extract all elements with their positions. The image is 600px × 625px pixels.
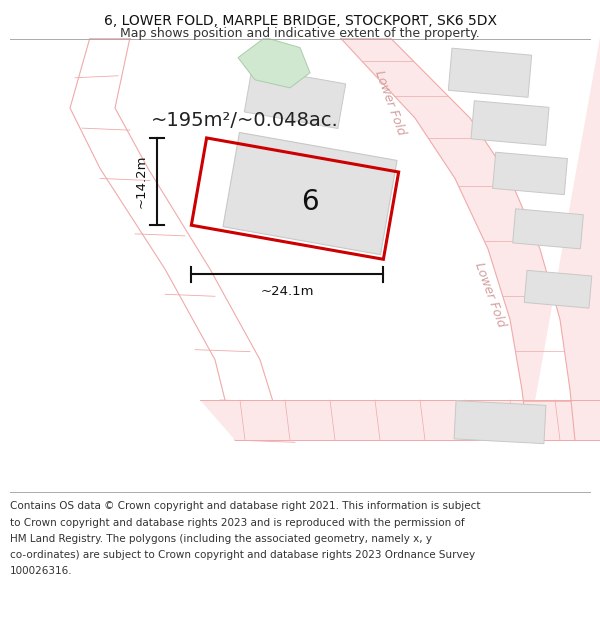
Polygon shape: [340, 38, 600, 440]
Text: ~24.1m: ~24.1m: [260, 284, 314, 298]
Polygon shape: [448, 48, 532, 98]
Polygon shape: [512, 209, 583, 249]
Text: to Crown copyright and database rights 2023 and is reproduced with the permissio: to Crown copyright and database rights 2…: [10, 518, 465, 528]
Polygon shape: [524, 271, 592, 308]
Text: Lower Fold: Lower Fold: [472, 260, 508, 329]
Text: 6: 6: [301, 188, 319, 216]
Polygon shape: [454, 401, 546, 444]
Text: Map shows position and indicative extent of the property.: Map shows position and indicative extent…: [120, 27, 480, 40]
Polygon shape: [244, 68, 346, 129]
Polygon shape: [471, 101, 549, 146]
Text: 100026316.: 100026316.: [10, 566, 73, 576]
Text: 6, LOWER FOLD, MARPLE BRIDGE, STOCKPORT, SK6 5DX: 6, LOWER FOLD, MARPLE BRIDGE, STOCKPORT,…: [104, 14, 497, 28]
Text: ~14.2m: ~14.2m: [135, 155, 148, 208]
Polygon shape: [238, 38, 310, 88]
Polygon shape: [493, 152, 568, 194]
Text: co-ordinates) are subject to Crown copyright and database rights 2023 Ordnance S: co-ordinates) are subject to Crown copyr…: [10, 550, 475, 560]
Text: ~195m²/~0.048ac.: ~195m²/~0.048ac.: [151, 111, 339, 129]
Text: Lower Fold: Lower Fold: [372, 69, 408, 137]
Polygon shape: [223, 132, 397, 254]
Polygon shape: [200, 400, 600, 440]
Text: Contains OS data © Crown copyright and database right 2021. This information is : Contains OS data © Crown copyright and d…: [10, 501, 481, 511]
Text: HM Land Registry. The polygons (including the associated geometry, namely x, y: HM Land Registry. The polygons (includin…: [10, 534, 432, 544]
